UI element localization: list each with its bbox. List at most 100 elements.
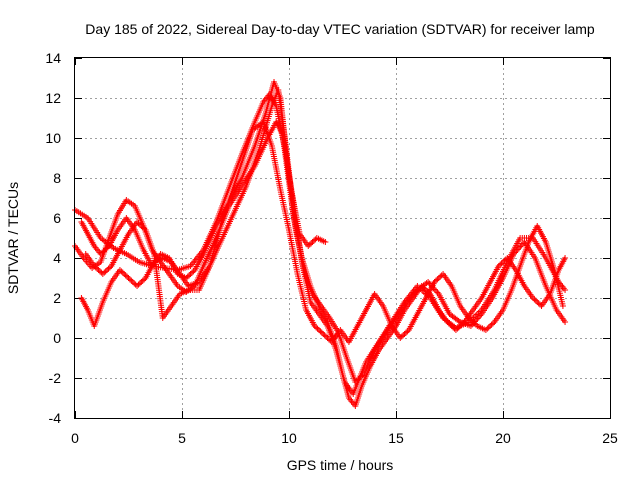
data-point bbox=[135, 220, 142, 227]
data-point bbox=[325, 336, 332, 343]
data-point bbox=[485, 324, 492, 331]
data-point bbox=[529, 295, 536, 301]
data-point bbox=[305, 243, 312, 249]
data-point bbox=[358, 373, 365, 380]
data-point bbox=[126, 276, 133, 283]
data-point bbox=[141, 225, 148, 232]
data-point bbox=[104, 244, 111, 251]
data-point bbox=[308, 240, 315, 247]
data-point bbox=[397, 335, 404, 341]
data-point bbox=[138, 279, 145, 285]
data-point bbox=[448, 323, 455, 329]
data-point bbox=[310, 237, 317, 244]
data-point bbox=[490, 320, 497, 327]
data-point bbox=[447, 321, 454, 328]
data-point bbox=[100, 248, 107, 255]
y-tick-label: -2 bbox=[49, 370, 62, 386]
data-point bbox=[105, 265, 112, 272]
x-tick-label: 0 bbox=[71, 430, 79, 446]
data-point bbox=[562, 287, 569, 293]
data-point bbox=[322, 239, 329, 245]
data-point bbox=[500, 259, 506, 265]
series-track-1 bbox=[72, 91, 569, 397]
data-point bbox=[465, 315, 472, 321]
data-point bbox=[444, 319, 451, 325]
y-tick-label: 12 bbox=[45, 90, 61, 106]
data-point bbox=[116, 267, 123, 273]
y-tick-label: 0 bbox=[53, 330, 61, 346]
chart-title: Day 185 of 2022, Sidereal Day-to-day VTE… bbox=[85, 21, 595, 37]
data-point bbox=[101, 269, 108, 276]
data-point bbox=[418, 283, 425, 289]
data-point bbox=[96, 268, 103, 275]
x-tick-label: 10 bbox=[281, 430, 297, 446]
data-point bbox=[352, 379, 359, 385]
data-points bbox=[72, 79, 569, 409]
data-point bbox=[420, 284, 427, 291]
data-point bbox=[119, 269, 126, 276]
data-point bbox=[431, 279, 438, 285]
data-point bbox=[103, 245, 110, 252]
data-point bbox=[353, 377, 360, 384]
data-point bbox=[458, 321, 465, 328]
data-point bbox=[468, 317, 475, 324]
data-point bbox=[134, 219, 141, 225]
data-point bbox=[315, 327, 322, 333]
data-point bbox=[497, 261, 504, 268]
data-point bbox=[311, 323, 318, 329]
data-point bbox=[94, 265, 101, 272]
data-point bbox=[138, 223, 145, 229]
data-point bbox=[534, 299, 541, 305]
data-point bbox=[498, 260, 505, 267]
data-point bbox=[359, 372, 366, 379]
data-point bbox=[437, 273, 444, 280]
data-point bbox=[136, 280, 143, 287]
data-point bbox=[118, 268, 125, 275]
data-point bbox=[188, 269, 195, 276]
plot-frame bbox=[74, 57, 611, 419]
data-point bbox=[404, 328, 411, 335]
data-point bbox=[95, 267, 102, 273]
data-point bbox=[306, 241, 313, 248]
data-point bbox=[99, 249, 106, 256]
data-point bbox=[124, 273, 131, 280]
data-point bbox=[518, 242, 525, 248]
data-point bbox=[139, 224, 146, 231]
data-point bbox=[128, 277, 135, 284]
data-point bbox=[92, 264, 99, 271]
data-point bbox=[99, 271, 106, 277]
data-point bbox=[562, 319, 569, 325]
data-point bbox=[321, 332, 328, 339]
data-point bbox=[472, 321, 479, 328]
data-point bbox=[398, 333, 405, 340]
y-tick-label: 6 bbox=[53, 210, 61, 226]
data-point bbox=[532, 297, 539, 304]
data-point bbox=[122, 272, 129, 279]
data-point bbox=[190, 268, 197, 275]
data-point bbox=[470, 319, 477, 325]
y-tick-label: 14 bbox=[45, 50, 61, 66]
data-point bbox=[402, 329, 409, 336]
data-point bbox=[131, 280, 138, 287]
data-point bbox=[184, 273, 191, 280]
data-point bbox=[318, 329, 325, 336]
data-point bbox=[125, 275, 132, 281]
data-point bbox=[432, 277, 439, 284]
data-point bbox=[324, 335, 331, 341]
data-point bbox=[495, 263, 502, 269]
data-point bbox=[454, 325, 461, 332]
data-point bbox=[435, 275, 442, 281]
data-point bbox=[129, 279, 136, 285]
y-tick-label: 4 bbox=[53, 250, 61, 266]
y-tick-label: 8 bbox=[53, 170, 61, 186]
data-point bbox=[187, 271, 194, 277]
data-point bbox=[452, 327, 459, 333]
data-point bbox=[313, 324, 320, 331]
data-point bbox=[102, 268, 109, 275]
data-point bbox=[501, 257, 508, 264]
data-point bbox=[314, 325, 321, 332]
data-point bbox=[450, 324, 457, 331]
y-tick-label: 10 bbox=[45, 130, 61, 146]
data-point bbox=[104, 267, 111, 273]
data-point bbox=[488, 321, 495, 328]
